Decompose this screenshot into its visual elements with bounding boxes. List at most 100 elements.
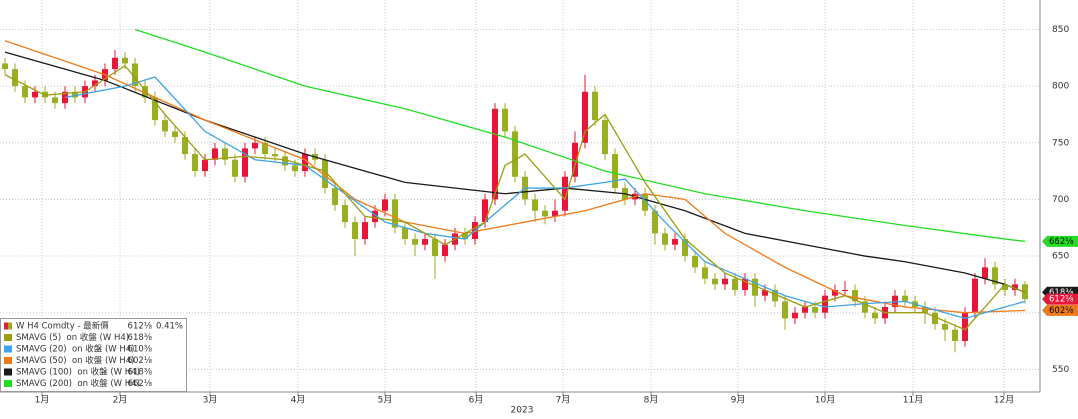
legend-swatch (4, 334, 12, 341)
candle-body (812, 307, 818, 313)
legend-swatch (8, 322, 12, 330)
candle-body (2, 63, 8, 70)
legend-label: SMAVG (50) on 收盤 (W H4) (16, 355, 135, 366)
candle-body (432, 239, 438, 257)
candle-body (562, 176, 568, 211)
candle-body (142, 86, 148, 98)
x-tick-label: 8月 (644, 395, 659, 406)
price-tag-label: 612⅛ (1049, 295, 1073, 305)
candle-body (762, 290, 768, 296)
y-tick-label: 650 (1052, 252, 1069, 262)
candle-body (502, 108, 508, 132)
candle-body (642, 193, 648, 211)
y-tick-label: 800 (1052, 82, 1069, 92)
candle-body (52, 97, 58, 104)
price-tag (1042, 235, 1078, 247)
candle-body (492, 108, 498, 200)
legend-value: 662⅛ (128, 379, 152, 389)
price-tag (1042, 293, 1078, 305)
candle-body (392, 199, 398, 228)
candle-body (132, 63, 138, 87)
candle-body (342, 205, 348, 223)
x-tick-label: 2月 (113, 395, 128, 406)
price-tag-label: 618⅜ (1049, 288, 1073, 298)
candle-body (232, 159, 238, 177)
price-tag (1042, 304, 1078, 316)
candle-body (252, 142, 258, 149)
legend-label: W H4 Comdty - 最新價 (16, 321, 109, 332)
legend-swatch (4, 368, 12, 376)
candle-body (402, 227, 408, 240)
legend-value: 610⅜ (128, 345, 152, 355)
legend-change: 0.41% (156, 322, 183, 332)
price-tag-label: 602⅛ (1049, 306, 1073, 316)
candle-body (832, 290, 838, 296)
candle-body (942, 324, 948, 330)
candle-body (12, 69, 18, 87)
x-tick-label: 5月 (378, 395, 393, 406)
candle-body (792, 312, 798, 319)
candle-body (862, 301, 868, 313)
candle-body (612, 154, 618, 189)
candle-body (662, 233, 668, 245)
legend-label: SMAVG (100) on 收盤 (W H4) (16, 367, 140, 378)
moving-average-line (4, 40, 1026, 314)
x-tick-label: 7月 (556, 395, 571, 406)
y-tick-label: 550 (1052, 365, 1069, 375)
candle-body (442, 244, 448, 257)
candle-body (952, 329, 958, 342)
plot (2, 28, 1028, 353)
candle-body (262, 142, 268, 155)
legend-label: SMAVG (5) on 收盤 (W H4) (16, 332, 129, 343)
candle-body (822, 295, 828, 313)
x-tick-label: 6月 (469, 395, 484, 406)
candle-body (802, 307, 808, 313)
price-tag-label: 662⅛ (1049, 237, 1073, 247)
candle-body (282, 156, 288, 166)
candle-body (192, 154, 198, 172)
legend-swatch (4, 345, 12, 353)
candle-body (672, 239, 678, 245)
legend-swatch (4, 322, 8, 330)
candle-body (422, 239, 428, 245)
candle-body (302, 154, 308, 172)
candle-body (1002, 284, 1008, 291)
candle-body (382, 199, 388, 211)
y-tick-label: 750 (1052, 138, 1069, 148)
candle-body (512, 131, 518, 177)
candle-body (962, 312, 968, 342)
x-tick-label: 4月 (291, 395, 306, 406)
candle-body (462, 233, 468, 240)
legend-label: SMAVG (200) on 收盤 (W H4) (16, 378, 140, 389)
candle-body (272, 154, 278, 157)
candle-body (202, 159, 208, 172)
candle-body (852, 290, 858, 302)
candle-body (482, 199, 488, 223)
candle-body (322, 159, 328, 189)
candle-body (712, 278, 718, 285)
candle-body (212, 148, 218, 160)
candle-body (842, 290, 848, 292)
x-tick-label: 3月 (203, 395, 218, 406)
candle-body (972, 278, 978, 313)
candle-body (702, 267, 708, 279)
candle-body (932, 312, 938, 325)
candle-body (222, 148, 228, 160)
candle-body (1012, 284, 1018, 291)
candle-body (742, 278, 748, 291)
moving-average-line (4, 64, 1026, 331)
candle-body (552, 210, 558, 217)
candle-body (682, 239, 688, 257)
candle-body (182, 137, 188, 155)
legend-swatch (4, 380, 12, 387)
moving-average-line (64, 76, 1026, 320)
candle-body (722, 278, 728, 285)
candle-body (172, 131, 178, 138)
candle-body (772, 290, 778, 302)
candle-body (922, 307, 928, 313)
x-tick-label: 10月 (815, 395, 835, 406)
candle-body (412, 239, 418, 245)
legend-value: 602⅛ (128, 356, 152, 366)
